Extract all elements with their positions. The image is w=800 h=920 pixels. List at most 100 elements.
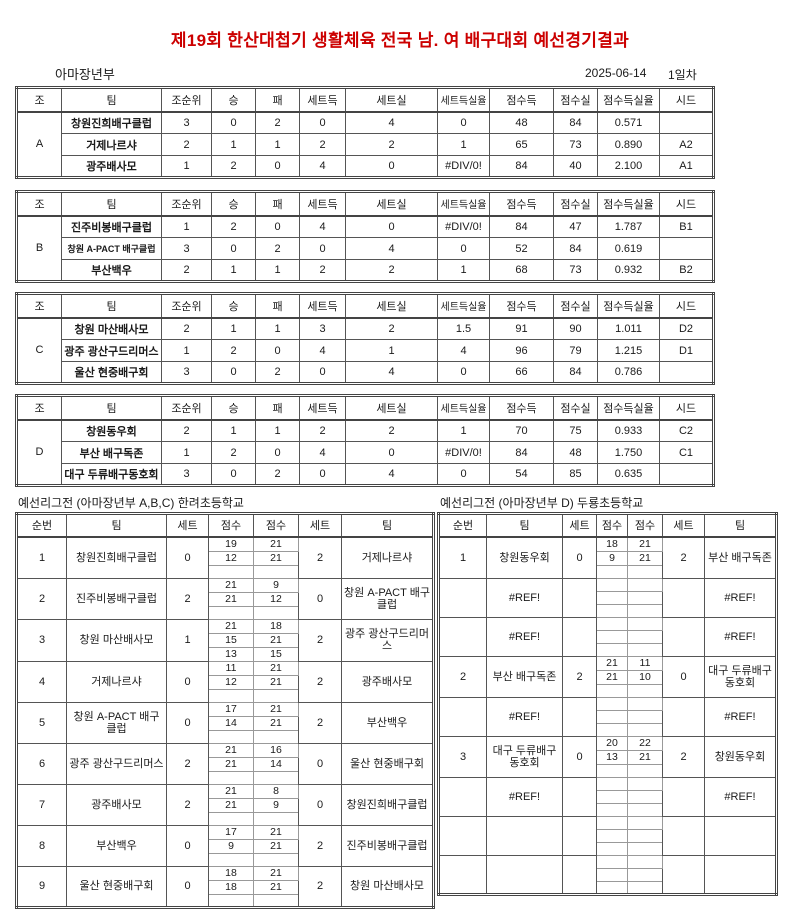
point-ratio-cell: 2.100: [597, 155, 660, 178]
score-cell: [627, 841, 663, 856]
point-ratio-cell: 0.786: [597, 361, 660, 384]
division-label: 아마장년부: [55, 67, 115, 82]
team-name-cell: 창원동우회: [61, 419, 162, 442]
set-score-subrow: [439, 590, 777, 605]
score-cell: 21: [596, 655, 628, 671]
points-won-cell: 68: [489, 259, 554, 282]
group-header-cell: 세트득실율: [437, 293, 490, 319]
score-cell: [208, 688, 254, 703]
match-row: #REF! #REF!: [438, 696, 777, 737]
seed-cell: D1: [659, 339, 714, 362]
score-cell: [253, 893, 299, 908]
match-row: 3 창원 마산배사모 1 21 18 2 광주 광산구드리머스: [16, 618, 434, 662]
wins-cell: 1: [211, 317, 256, 340]
score-cell: [627, 616, 663, 631]
score-cell: 10: [627, 669, 663, 685]
sets-won-cell: 4: [299, 215, 346, 238]
group-header-cell: 점수득: [489, 191, 554, 217]
wins-cell: 0: [211, 463, 256, 486]
wins-cell: 1: [211, 259, 256, 282]
score-cell: 13: [596, 749, 628, 765]
score-cell: [627, 867, 663, 882]
points-lost-cell: 48: [553, 441, 598, 464]
match-number-cell: [438, 815, 487, 856]
rank-cell: 3: [161, 237, 212, 260]
team-name-cell: 울산 현중배구회: [61, 361, 162, 384]
set-ratio-cell: 0: [437, 111, 490, 134]
match-number-cell: 3: [438, 735, 487, 778]
group-header-cell: 세트득: [299, 293, 346, 319]
away-sets-cell: 2: [298, 660, 342, 703]
home-sets-cell: [562, 776, 597, 817]
league-header-cell: 점수: [627, 513, 663, 538]
score-cell: 21: [253, 674, 299, 690]
match-number-cell: [438, 616, 487, 657]
score-cell: 21: [253, 660, 299, 676]
losses-cell: 0: [255, 339, 300, 362]
point-ratio-cell: 1.787: [597, 215, 660, 238]
home-team-cell: 진주비봉배구클럽: [66, 577, 167, 620]
score-cell: [627, 828, 663, 843]
sets-won-cell: 0: [299, 463, 346, 486]
group-header-cell: 세트실: [345, 191, 438, 217]
score-cell: 18: [253, 618, 299, 634]
league-header-cell: 세트: [298, 513, 342, 538]
set-score-subrow: 12 21: [17, 674, 434, 690]
group-header-cell: 조: [16, 87, 62, 113]
score-cell: [596, 722, 628, 737]
sets-won-cell: 4: [299, 339, 346, 362]
league-header-cell: 점수: [596, 513, 628, 538]
set-score-subrow: 9 21: [439, 550, 777, 566]
set-score-subrow: [439, 683, 777, 698]
home-sets-cell: 0: [166, 701, 209, 744]
set-score-subrow: 12 21: [17, 550, 434, 566]
league-header-cell: 팀: [341, 513, 434, 538]
sets-won-cell: 4: [299, 441, 346, 464]
group-header-cell: 점수실: [553, 191, 598, 217]
wins-cell: 0: [211, 111, 256, 134]
score-cell: [627, 854, 663, 869]
match-number-cell: [438, 696, 487, 737]
set-score-subrow: [17, 564, 434, 579]
rank-cell: 1: [161, 215, 212, 238]
score-cell: 12: [208, 550, 254, 566]
page-title: 제19회 한산대첩기 생활체육 전국 남. 여 배구대회 예선경기결과: [170, 31, 630, 50]
score-cell: 21: [208, 591, 254, 607]
score-cell: [596, 880, 628, 895]
home-sets-cell: 0: [166, 865, 209, 908]
home-team-cell: 울산 현중배구회: [66, 865, 167, 908]
score-cell: 21: [208, 756, 254, 772]
wins-cell: 2: [211, 155, 256, 178]
score-cell: 11: [208, 660, 254, 676]
score-cell: [596, 709, 628, 724]
points-won-cell: 70: [489, 419, 554, 442]
losses-cell: 1: [255, 133, 300, 156]
point-ratio-cell: 0.933: [597, 419, 660, 442]
league-header-cell: 세트: [662, 513, 705, 538]
set-score-subrow: 21 12: [17, 591, 434, 607]
points-lost-cell: 47: [553, 215, 598, 238]
sets-won-cell: 0: [299, 361, 346, 384]
match-number-cell: 7: [16, 783, 67, 826]
away-team-cell: 광주 광산구드리머스: [341, 618, 434, 662]
away-sets-cell: 2: [662, 536, 705, 579]
home-sets-cell: [562, 815, 597, 856]
match-row: 1 창원동우회 0 18 21 2 부산 배구독존: [438, 536, 777, 579]
rank-cell: 2: [161, 133, 212, 156]
score-cell: 21: [208, 783, 254, 799]
seed-cell: A2: [659, 133, 714, 156]
group-table-B: 조 팀 조순위 승 패 세트득 세트실 세트득실율 점수득 점수실 점수득실율 시드 B 진주비봉배구클럽…: [15, 190, 715, 283]
home-sets-cell: [562, 616, 597, 657]
group-team-row: A 창원진희배구클럽 3 0 2 0 4 0 48 84 0.571: [16, 111, 714, 178]
score-cell: 18: [208, 865, 254, 881]
home-sets-cell: 0: [166, 660, 209, 703]
score-cell: 21: [627, 749, 663, 765]
score-cell: 15: [253, 646, 299, 662]
group-table-C: 조 팀 조순위 승 패 세트득 세트실 세트득실율 점수득 점수실 점수득실율 시드 C 창원 마산배사모…: [15, 292, 715, 385]
group-header-cell: 점수득실율: [597, 191, 660, 217]
group-header-cell: 팀: [61, 395, 162, 421]
set-score-subrow: [439, 789, 777, 804]
home-sets-cell: 2: [166, 783, 209, 826]
score-cell: 21: [596, 669, 628, 685]
score-cell: 17: [208, 701, 254, 717]
